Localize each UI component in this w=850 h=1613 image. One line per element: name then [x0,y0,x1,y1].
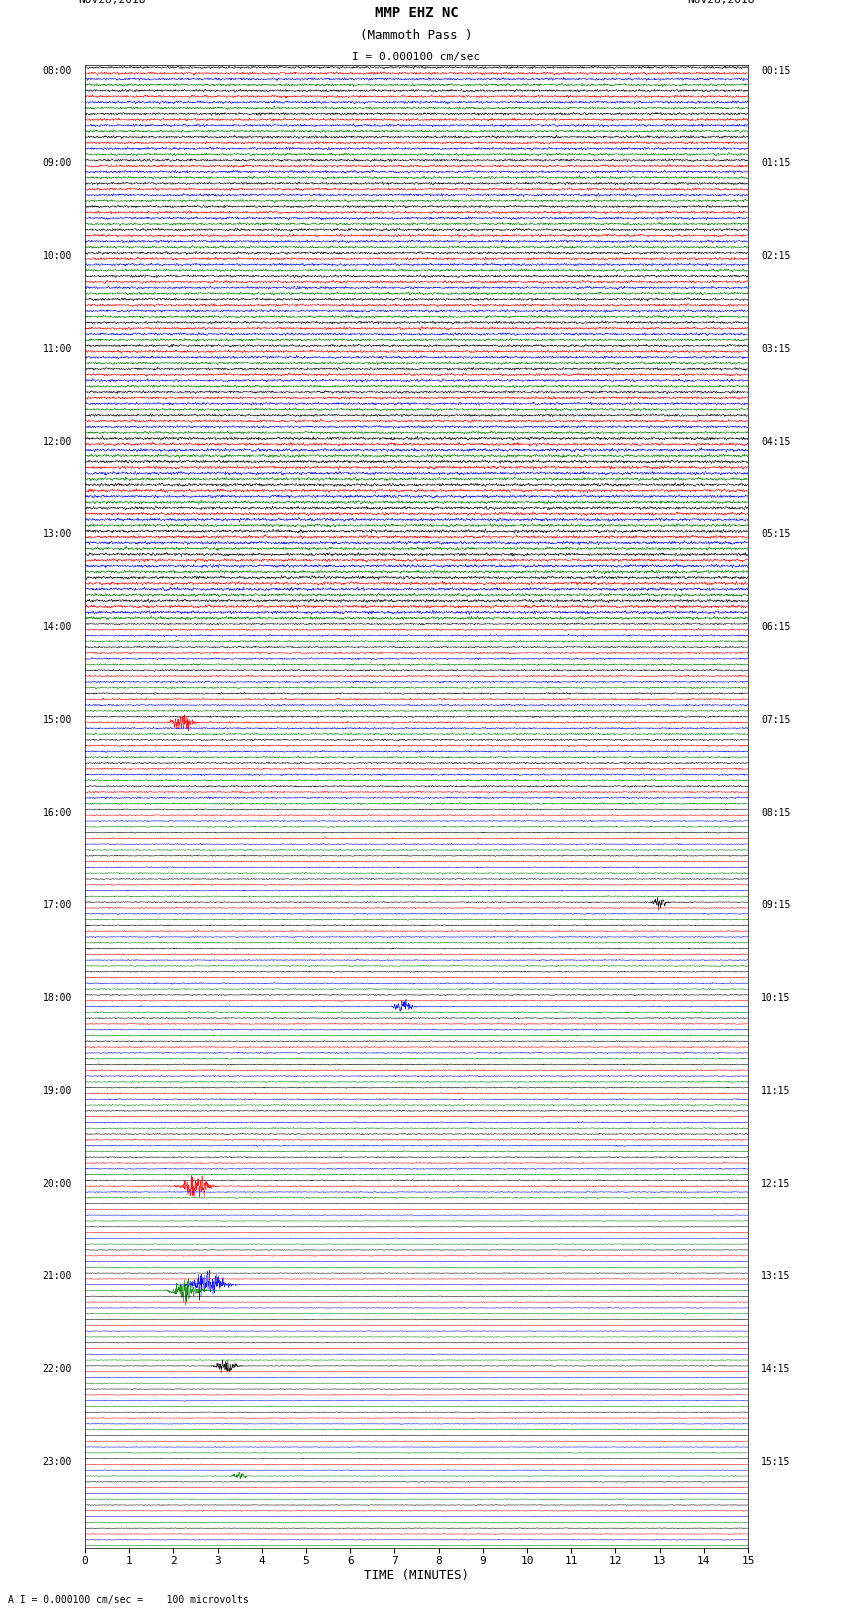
Text: 10:00: 10:00 [42,252,71,261]
Text: 17:00: 17:00 [42,900,71,910]
Text: 01:15: 01:15 [762,158,790,168]
Text: 14:00: 14:00 [42,623,71,632]
Text: 00:15: 00:15 [762,66,790,76]
X-axis label: TIME (MINUTES): TIME (MINUTES) [364,1569,469,1582]
Text: 20:00: 20:00 [42,1179,71,1189]
Text: 03:15: 03:15 [762,344,790,353]
Text: 12:15: 12:15 [762,1179,790,1189]
Text: 06:15: 06:15 [762,623,790,632]
Text: 05:15: 05:15 [762,529,790,539]
Text: (Mammoth Pass ): (Mammoth Pass ) [360,29,473,42]
Text: 16:00: 16:00 [42,808,71,818]
Text: MMP EHZ NC: MMP EHZ NC [375,6,458,19]
Text: UTC
Nov28,2018: UTC Nov28,2018 [78,0,146,5]
Text: 02:15: 02:15 [762,252,790,261]
Text: 19:00: 19:00 [42,1086,71,1095]
Text: 10:15: 10:15 [762,994,790,1003]
Text: 13:00: 13:00 [42,529,71,539]
Text: 22:00: 22:00 [42,1365,71,1374]
Text: I = 0.000100 cm/sec: I = 0.000100 cm/sec [353,52,480,61]
Text: 13:15: 13:15 [762,1271,790,1281]
Text: 04:15: 04:15 [762,437,790,447]
Text: 15:00: 15:00 [42,715,71,724]
Text: 09:00: 09:00 [42,158,71,168]
Text: 08:00: 08:00 [42,66,71,76]
Text: 21:00: 21:00 [42,1271,71,1281]
Text: 11:15: 11:15 [762,1086,790,1095]
Text: A I = 0.000100 cm/sec =    100 microvolts: A I = 0.000100 cm/sec = 100 microvolts [8,1595,249,1605]
Text: PST
Nov28,2018: PST Nov28,2018 [687,0,755,5]
Text: 18:00: 18:00 [42,994,71,1003]
Text: 09:15: 09:15 [762,900,790,910]
Text: 15:15: 15:15 [762,1457,790,1466]
Text: 11:00: 11:00 [42,344,71,353]
Text: 12:00: 12:00 [42,437,71,447]
Text: 23:00: 23:00 [42,1457,71,1466]
Text: 07:15: 07:15 [762,715,790,724]
Text: 08:15: 08:15 [762,808,790,818]
Text: 14:15: 14:15 [762,1365,790,1374]
